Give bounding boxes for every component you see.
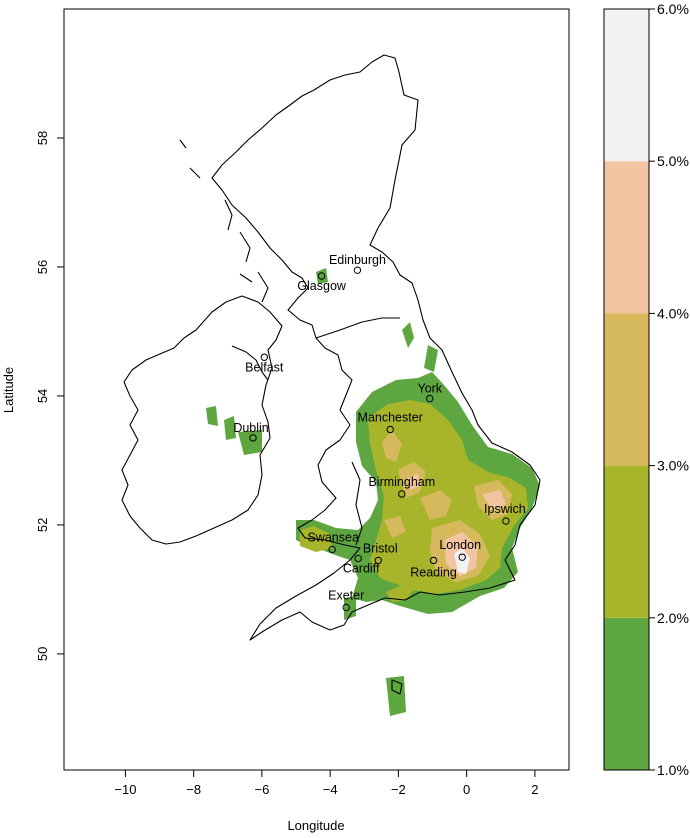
city-point bbox=[386, 425, 394, 434]
city-label: Swansea bbox=[307, 530, 358, 544]
city-point bbox=[502, 517, 510, 525]
y-tick-label: 56 bbox=[35, 260, 50, 274]
x-tick-label: −8 bbox=[186, 782, 201, 797]
legend-swatch bbox=[604, 161, 649, 314]
x-axis-label: Longitude bbox=[287, 818, 344, 833]
heat-region bbox=[316, 268, 328, 284]
city-marker: York bbox=[418, 382, 443, 403]
x-tick-label: −10 bbox=[114, 782, 136, 797]
city-marker: Glasgow bbox=[297, 272, 347, 293]
y-tick-label: 54 bbox=[35, 389, 50, 403]
x-tick-label: −6 bbox=[254, 782, 269, 797]
legend-label: 2.0% bbox=[657, 610, 689, 626]
city-point bbox=[342, 603, 350, 612]
channel-islands bbox=[391, 679, 403, 695]
ireland-outline bbox=[121, 295, 283, 545]
wales-border bbox=[351, 461, 363, 546]
city-label: York bbox=[418, 382, 443, 396]
legend-label: 4.0% bbox=[657, 305, 689, 321]
city-layer: Edinburgh Glasgow Belfast York Dublin Manches… bbox=[233, 253, 526, 612]
city-point bbox=[374, 556, 382, 565]
coastline-layer bbox=[121, 54, 541, 695]
city-marker: Exeter bbox=[328, 588, 364, 612]
plot-frame bbox=[63, 8, 570, 771]
legend-swatch bbox=[604, 9, 649, 162]
city-point bbox=[398, 490, 406, 498]
x-tick-label: 2 bbox=[531, 782, 538, 797]
city-marker: Reading bbox=[410, 556, 457, 579]
heat-region bbox=[424, 345, 438, 372]
legend-label: 1.0% bbox=[657, 762, 689, 778]
city-point bbox=[429, 556, 438, 565]
city-label: Manchester bbox=[358, 410, 423, 424]
heat-region bbox=[224, 416, 236, 440]
y-axis-label: Latitude bbox=[1, 367, 16, 413]
city-label: Cardiff bbox=[343, 561, 380, 575]
city-label: Reading bbox=[410, 565, 457, 579]
heat-region bbox=[206, 406, 218, 426]
city-point bbox=[328, 545, 336, 554]
city-point bbox=[260, 353, 268, 361]
legend-swatch bbox=[604, 465, 649, 618]
legend-swatch bbox=[604, 617, 649, 770]
city-label: Birmingham bbox=[368, 475, 435, 489]
city-point bbox=[317, 272, 326, 280]
x-tick-label: 0 bbox=[463, 782, 470, 797]
city-label: London bbox=[439, 538, 481, 552]
legend-label: 3.0% bbox=[657, 458, 689, 474]
city-marker: Belfast bbox=[245, 353, 284, 374]
heat-region bbox=[344, 596, 356, 620]
heat-region bbox=[384, 516, 406, 538]
heat-region bbox=[454, 548, 470, 574]
x-axis: −10 −8 −6 −4 −2 0 2 bbox=[114, 770, 538, 797]
city-label: Edinburgh bbox=[329, 253, 386, 267]
heat-region bbox=[482, 490, 506, 512]
x-tick-label: −2 bbox=[391, 782, 406, 797]
heat-region bbox=[386, 676, 406, 716]
city-label: Bristol bbox=[363, 541, 398, 555]
city-marker: Cardiff bbox=[343, 554, 380, 575]
city-label: Dublin bbox=[233, 421, 268, 435]
city-marker: Manchester bbox=[358, 410, 423, 434]
heat-region bbox=[382, 430, 402, 462]
y-tick-label: 52 bbox=[35, 518, 50, 532]
city-label: Belfast bbox=[245, 360, 284, 374]
city-marker: Ipswich bbox=[484, 502, 526, 525]
city-marker: London bbox=[439, 538, 481, 561]
x-tick-label: −4 bbox=[323, 782, 338, 797]
heat-region bbox=[420, 490, 452, 520]
scotland-border bbox=[315, 317, 400, 339]
heat-region bbox=[386, 586, 414, 602]
legend: 1.0% 2.0% 3.0% 4.0% 5.0% 6.0% bbox=[603, 1, 689, 778]
city-point bbox=[249, 434, 257, 442]
city-point bbox=[353, 266, 362, 274]
city-point bbox=[426, 394, 434, 403]
y-tick-label: 50 bbox=[35, 647, 50, 661]
y-axis: 50 52 54 56 58 bbox=[35, 131, 64, 661]
heatmap-layer bbox=[206, 268, 540, 716]
city-point bbox=[354, 554, 362, 563]
city-marker: Bristol bbox=[363, 541, 398, 565]
city-label: Glasgow bbox=[297, 279, 347, 293]
legend-label: 6.0% bbox=[657, 1, 689, 17]
city-marker: Dublin bbox=[233, 421, 269, 442]
legend-frame bbox=[603, 8, 650, 771]
scottish-isles bbox=[179, 139, 269, 303]
city-point bbox=[458, 553, 466, 561]
city-label: Exeter bbox=[328, 588, 364, 602]
heat-region bbox=[402, 322, 414, 348]
city-label: Ipswich bbox=[484, 502, 526, 516]
heat-region bbox=[408, 474, 420, 490]
legend-swatch bbox=[604, 313, 649, 466]
legend-label: 5.0% bbox=[657, 153, 689, 169]
y-tick-label: 58 bbox=[35, 131, 50, 145]
city-marker: Swansea bbox=[307, 530, 359, 554]
city-marker: Birmingham bbox=[368, 475, 435, 498]
great-britain-outline bbox=[211, 54, 541, 641]
ireland-border bbox=[231, 345, 269, 381]
city-marker: Edinburgh bbox=[329, 253, 386, 274]
